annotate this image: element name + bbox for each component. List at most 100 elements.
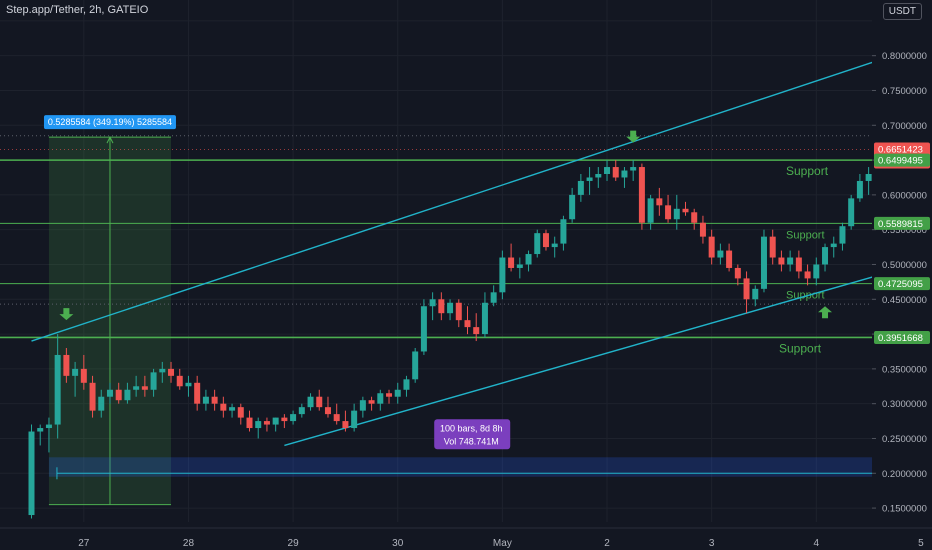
candle-body xyxy=(368,400,375,404)
candle-body xyxy=(856,180,863,199)
time-tick-label: 5 xyxy=(918,538,924,549)
candle-body xyxy=(621,170,628,178)
time-tick-label: May xyxy=(493,538,512,549)
candle-body xyxy=(612,167,619,178)
price-tick-label: 0.5000000 xyxy=(882,260,927,271)
support-label: Support xyxy=(786,164,829,178)
arrow-up-icon xyxy=(818,306,833,319)
price-tick-label: 0.7500000 xyxy=(882,86,927,97)
candle-body xyxy=(246,417,253,429)
price-label-value: 0.3951668 xyxy=(878,333,923,344)
candle-body xyxy=(255,421,262,429)
candle-body xyxy=(760,236,767,289)
candle-body xyxy=(324,407,331,415)
range-info-bars: 100 bars, 8d 8h xyxy=(440,423,503,433)
candle-body xyxy=(638,167,645,223)
candle-body xyxy=(150,372,157,390)
candle-body xyxy=(429,299,436,307)
price-tick-label: 0.8000000 xyxy=(882,51,927,62)
support-label: Support xyxy=(779,341,822,355)
candle-body xyxy=(830,243,837,248)
candle-body xyxy=(106,389,113,397)
candle-body xyxy=(377,393,384,404)
candle-body xyxy=(403,379,410,390)
price-tick-label: 0.5500000 xyxy=(882,225,927,236)
candle-body xyxy=(630,167,637,171)
candle-body xyxy=(560,219,567,244)
candle-body xyxy=(708,236,715,258)
candle-body xyxy=(717,250,724,258)
candle-body xyxy=(795,257,802,272)
candle-body xyxy=(98,396,105,411)
candle-body xyxy=(237,407,244,418)
candle-body xyxy=(342,421,349,429)
measure-arrowhead xyxy=(106,135,114,144)
candle-body xyxy=(665,205,672,220)
price-tick-label: 0.3000000 xyxy=(882,399,927,410)
candle-body xyxy=(211,396,218,404)
candle-body xyxy=(394,389,401,397)
candle-body xyxy=(455,302,462,321)
candle-body xyxy=(682,208,689,213)
candle-body xyxy=(577,180,584,195)
candle-body xyxy=(229,407,236,411)
candle-body xyxy=(412,351,419,380)
candle-body xyxy=(647,198,654,223)
time-tick-label: 2 xyxy=(604,538,610,549)
candle-body xyxy=(516,264,523,268)
candle-body xyxy=(769,236,776,258)
price-tick-label: 0.7000000 xyxy=(882,121,927,132)
range-info-bg xyxy=(434,419,511,450)
symbol-title: Step.app/Tether, 2h, GATEIO xyxy=(6,4,149,16)
candle-body xyxy=(839,226,846,244)
candle-body xyxy=(133,386,140,390)
range-info-volume: Vol 748.741M xyxy=(444,436,499,446)
candle-body xyxy=(386,393,393,397)
candle-body xyxy=(298,407,305,415)
candle-body xyxy=(656,198,663,206)
candle-body xyxy=(865,174,872,181)
candle-body xyxy=(80,368,87,383)
candle-body xyxy=(673,208,680,220)
candle-body xyxy=(351,410,358,429)
candle-body xyxy=(726,250,733,268)
candle-body xyxy=(743,278,750,300)
price-tick-label: 0.1500000 xyxy=(882,504,927,515)
price-tick-label: 0.6000000 xyxy=(882,190,927,201)
candle-body xyxy=(115,389,122,401)
candle-body xyxy=(787,257,794,265)
candle-body xyxy=(551,243,558,248)
candle-body xyxy=(604,167,611,174)
price-label-bg xyxy=(874,216,930,230)
candle-body xyxy=(542,233,549,248)
price-tick-label: 0.2500000 xyxy=(882,434,927,445)
candle-body xyxy=(804,271,811,279)
arrow-down-icon xyxy=(626,130,641,143)
price-tick-label: 0.4500000 xyxy=(882,295,927,306)
candle-body xyxy=(481,302,488,335)
candle-body xyxy=(447,302,454,314)
candle-body xyxy=(272,417,279,425)
price-label-value: 0.5589815 xyxy=(878,219,923,230)
candle-body xyxy=(281,417,288,422)
candle-body xyxy=(333,414,340,422)
price-label-bg xyxy=(874,153,930,167)
time-tick-label: 29 xyxy=(288,538,300,549)
candle-body xyxy=(28,431,35,516)
candle-body xyxy=(534,233,541,255)
currency-selector[interactable]: USDT xyxy=(882,3,922,20)
price-label-value: 0.4725095 xyxy=(878,279,923,290)
candle-body xyxy=(438,299,445,314)
price-tick-label: 0.2000000 xyxy=(882,469,927,480)
candle-body xyxy=(168,368,175,376)
range-box xyxy=(48,457,904,477)
candle-body xyxy=(45,424,52,429)
price-label-bg xyxy=(874,330,930,344)
price-label-value: 0.6499495 xyxy=(878,156,923,167)
candle-body xyxy=(822,247,829,265)
candle-body xyxy=(202,396,209,404)
candle-body xyxy=(290,414,297,422)
candle-body xyxy=(464,320,471,328)
